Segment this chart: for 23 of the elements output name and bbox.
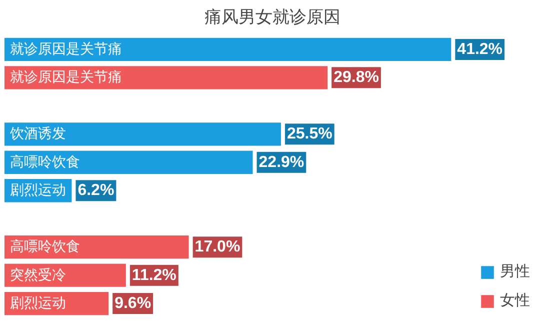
bar	[4, 122, 281, 146]
data-label: 17.0%	[194, 238, 240, 256]
data-label: 25.5%	[286, 126, 332, 143]
y-tick-label: 高嘌呤饮食	[10, 154, 80, 170]
chart-title: 痛风男女就诊原因	[204, 8, 340, 28]
y-tick-label: 剧烈运动	[10, 296, 66, 312]
legend-label: 男性	[500, 262, 530, 281]
bar	[4, 150, 253, 174]
y-tick-label: 高嘌呤饮食	[10, 239, 80, 256]
data-label: 41.2%	[457, 40, 503, 58]
y-tick-label: 剧烈运动	[10, 182, 66, 199]
data-label: 9.6%	[114, 295, 152, 312]
y-tick-label: 突然受冷	[10, 267, 66, 284]
data-label: 6.2%	[78, 182, 114, 200]
data-label: 11.2%	[132, 266, 176, 284]
y-tick-label: 就诊原因是关节痛	[10, 70, 122, 86]
y-tick-label: 就诊原因是关节痛	[10, 41, 122, 58]
bar	[4, 66, 328, 90]
bar	[4, 38, 452, 62]
legend-label: 女性	[500, 291, 530, 310]
data-label: 29.8%	[334, 69, 379, 86]
data-label: 22.9%	[258, 154, 304, 171]
y-tick-label: 饮酒诱发	[8, 126, 66, 142]
